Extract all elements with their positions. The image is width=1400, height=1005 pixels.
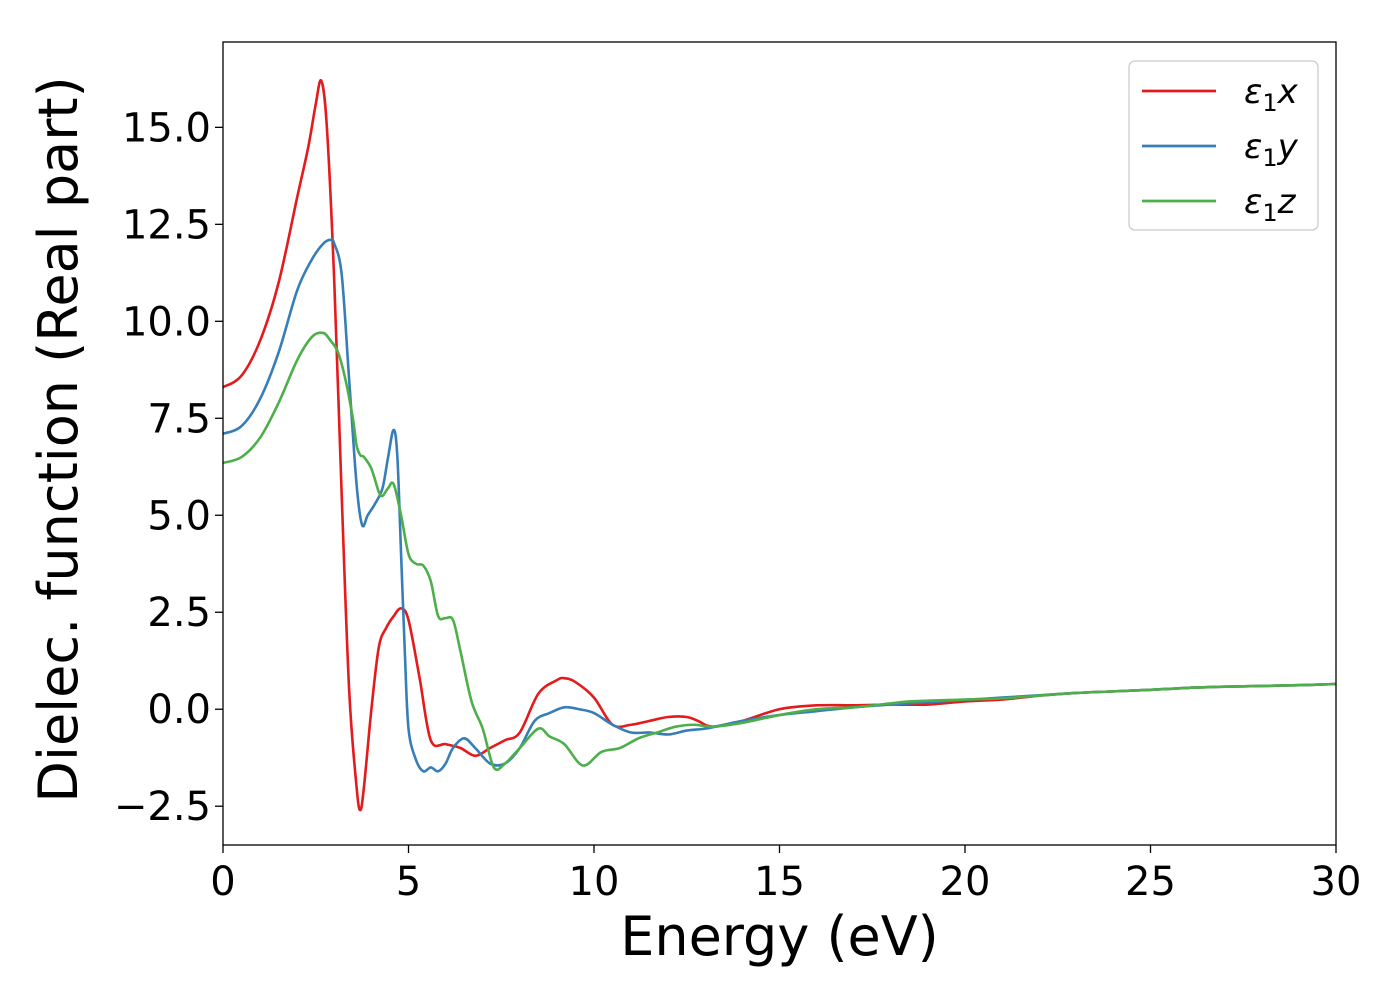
- y-tick-label: 15.0: [122, 105, 211, 151]
- series-layer: [223, 78, 1336, 812]
- y-axis: −2.5 0.0 2.5 5.0 7.5 10.0 12.5 15.0: [114, 105, 223, 830]
- series-line-x: [223, 78, 1336, 812]
- x-tick-label: 5: [396, 859, 421, 905]
- y-tick-label: 10.0: [122, 299, 211, 345]
- y-tick-label: 2.5: [147, 590, 211, 636]
- legend-label-y: ε1y: [1244, 127, 1299, 172]
- y-tick-label: 12.5: [122, 202, 211, 248]
- legend-subscript: 1: [1262, 199, 1277, 227]
- x-axis-title: Energy (eV): [620, 905, 939, 968]
- y-tick-label: −2.5: [114, 784, 211, 830]
- legend-label-x: ε1x: [1244, 72, 1299, 117]
- x-axis: 0 5 10 15 20 25 30: [210, 845, 1361, 905]
- x-tick-label: 15: [754, 859, 805, 905]
- series-line-z: [223, 331, 1336, 772]
- legend-component: y: [1277, 127, 1299, 167]
- legend-epsilon: ε: [1244, 72, 1262, 112]
- x-tick-label: 10: [569, 859, 620, 905]
- legend-label-z: ε1z: [1244, 182, 1297, 227]
- y-axis-title: Dielec. function (Real part): [27, 76, 90, 802]
- y-tick-label: 7.5: [147, 396, 211, 442]
- legend-component: z: [1277, 182, 1297, 222]
- x-tick-label: 20: [940, 859, 991, 905]
- legend-epsilon: ε: [1244, 182, 1262, 222]
- legend-epsilon: ε: [1244, 127, 1262, 167]
- legend-subscript: 1: [1262, 144, 1277, 172]
- legend-component: x: [1277, 72, 1299, 112]
- y-tick-label: 5.0: [147, 493, 211, 539]
- x-tick-label: 25: [1125, 859, 1176, 905]
- x-tick-label: 30: [1311, 859, 1362, 905]
- legend-subscript: 1: [1262, 89, 1277, 117]
- legend-box: [1128, 60, 1319, 231]
- y-tick-label: 0.0: [147, 687, 211, 733]
- x-tick-label: 0: [210, 859, 235, 905]
